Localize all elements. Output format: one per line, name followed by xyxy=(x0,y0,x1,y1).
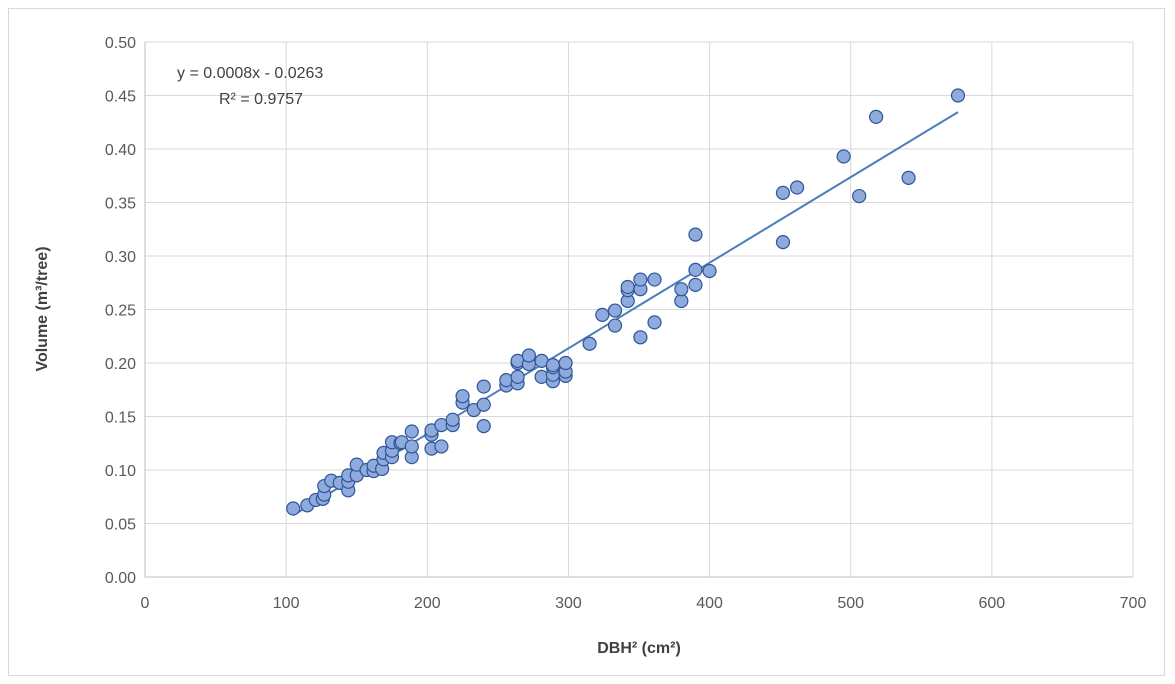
y-tick-label: 0.35 xyxy=(105,196,136,213)
data-point xyxy=(434,439,449,454)
data-point xyxy=(674,293,689,309)
data-point xyxy=(789,180,805,195)
data-point xyxy=(582,336,597,351)
data-point xyxy=(775,185,791,200)
data-point xyxy=(620,279,635,295)
data-point xyxy=(558,355,573,371)
data-point xyxy=(901,170,916,185)
data-point xyxy=(775,234,791,250)
data-point xyxy=(455,389,470,404)
y-tick-label: 0.05 xyxy=(105,517,136,534)
data-point xyxy=(688,227,703,242)
data-point xyxy=(545,358,561,373)
x-tick-label: 0 xyxy=(141,595,150,612)
y-tick-label: 0.30 xyxy=(105,249,136,266)
x-tick-label: 100 xyxy=(273,595,300,612)
data-point xyxy=(702,263,717,279)
data-point xyxy=(607,318,623,333)
x-tick-label: 600 xyxy=(979,595,1006,612)
x-tick-label: 700 xyxy=(1120,595,1147,612)
data-point xyxy=(286,501,301,516)
data-point xyxy=(647,272,662,287)
y-tick-label: 0.50 xyxy=(105,35,136,52)
y-tick-label: 0.20 xyxy=(105,356,136,373)
data-point xyxy=(476,379,491,394)
data-point xyxy=(476,419,491,434)
gridlines xyxy=(145,41,1134,577)
data-point xyxy=(404,439,419,454)
y-tick-label: 0.00 xyxy=(105,570,136,587)
data-point xyxy=(647,315,662,330)
trendline-equation-label: y = 0.0008x - 0.0263 xyxy=(177,65,323,82)
y-tick-label: 0.25 xyxy=(105,303,136,320)
data-point xyxy=(633,272,648,287)
data-point xyxy=(633,330,648,345)
data-point xyxy=(521,348,537,363)
data-points xyxy=(286,88,966,516)
chart-frame xyxy=(8,8,1165,676)
y-axis-title: Volume (m³/tree) xyxy=(34,246,51,371)
y-tick-label: 0.40 xyxy=(105,142,136,159)
x-tick-label: 500 xyxy=(837,595,864,612)
data-point xyxy=(688,262,703,278)
x-tick-label: 200 xyxy=(414,595,441,612)
tick-labels: 0 100 200 300 400 500 600 700 0.00 0.05 0.10 0.15 0.… xyxy=(105,35,1147,612)
data-point xyxy=(595,307,610,322)
x-axis-title: DBH² (cm²) xyxy=(597,640,681,657)
data-point xyxy=(688,277,703,292)
data-point xyxy=(476,397,491,412)
data-point xyxy=(607,303,623,318)
axes xyxy=(144,42,1133,578)
y-tick-label: 0.10 xyxy=(105,463,136,480)
data-point xyxy=(445,412,460,427)
data-point xyxy=(674,282,689,297)
data-point xyxy=(510,369,525,385)
x-tick-label: 400 xyxy=(696,595,723,612)
r-squared-label: R² = 0.9757 xyxy=(219,91,303,108)
x-tick-label: 300 xyxy=(555,595,582,612)
data-point xyxy=(869,109,884,125)
data-point xyxy=(950,88,966,103)
data-point xyxy=(404,424,419,439)
data-point xyxy=(852,188,867,204)
data-point xyxy=(836,149,851,164)
y-tick-label: 0.45 xyxy=(105,89,136,106)
y-tick-label: 0.15 xyxy=(105,410,136,427)
